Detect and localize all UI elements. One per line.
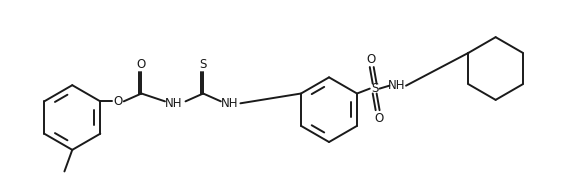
Text: NH: NH: [387, 79, 405, 92]
Text: O: O: [366, 53, 376, 66]
Text: O: O: [137, 58, 146, 71]
Text: S: S: [199, 58, 207, 71]
Text: S: S: [371, 82, 378, 95]
Text: O: O: [113, 95, 123, 108]
Text: NH: NH: [165, 97, 182, 110]
Text: NH: NH: [221, 97, 238, 110]
Text: O: O: [374, 111, 383, 124]
